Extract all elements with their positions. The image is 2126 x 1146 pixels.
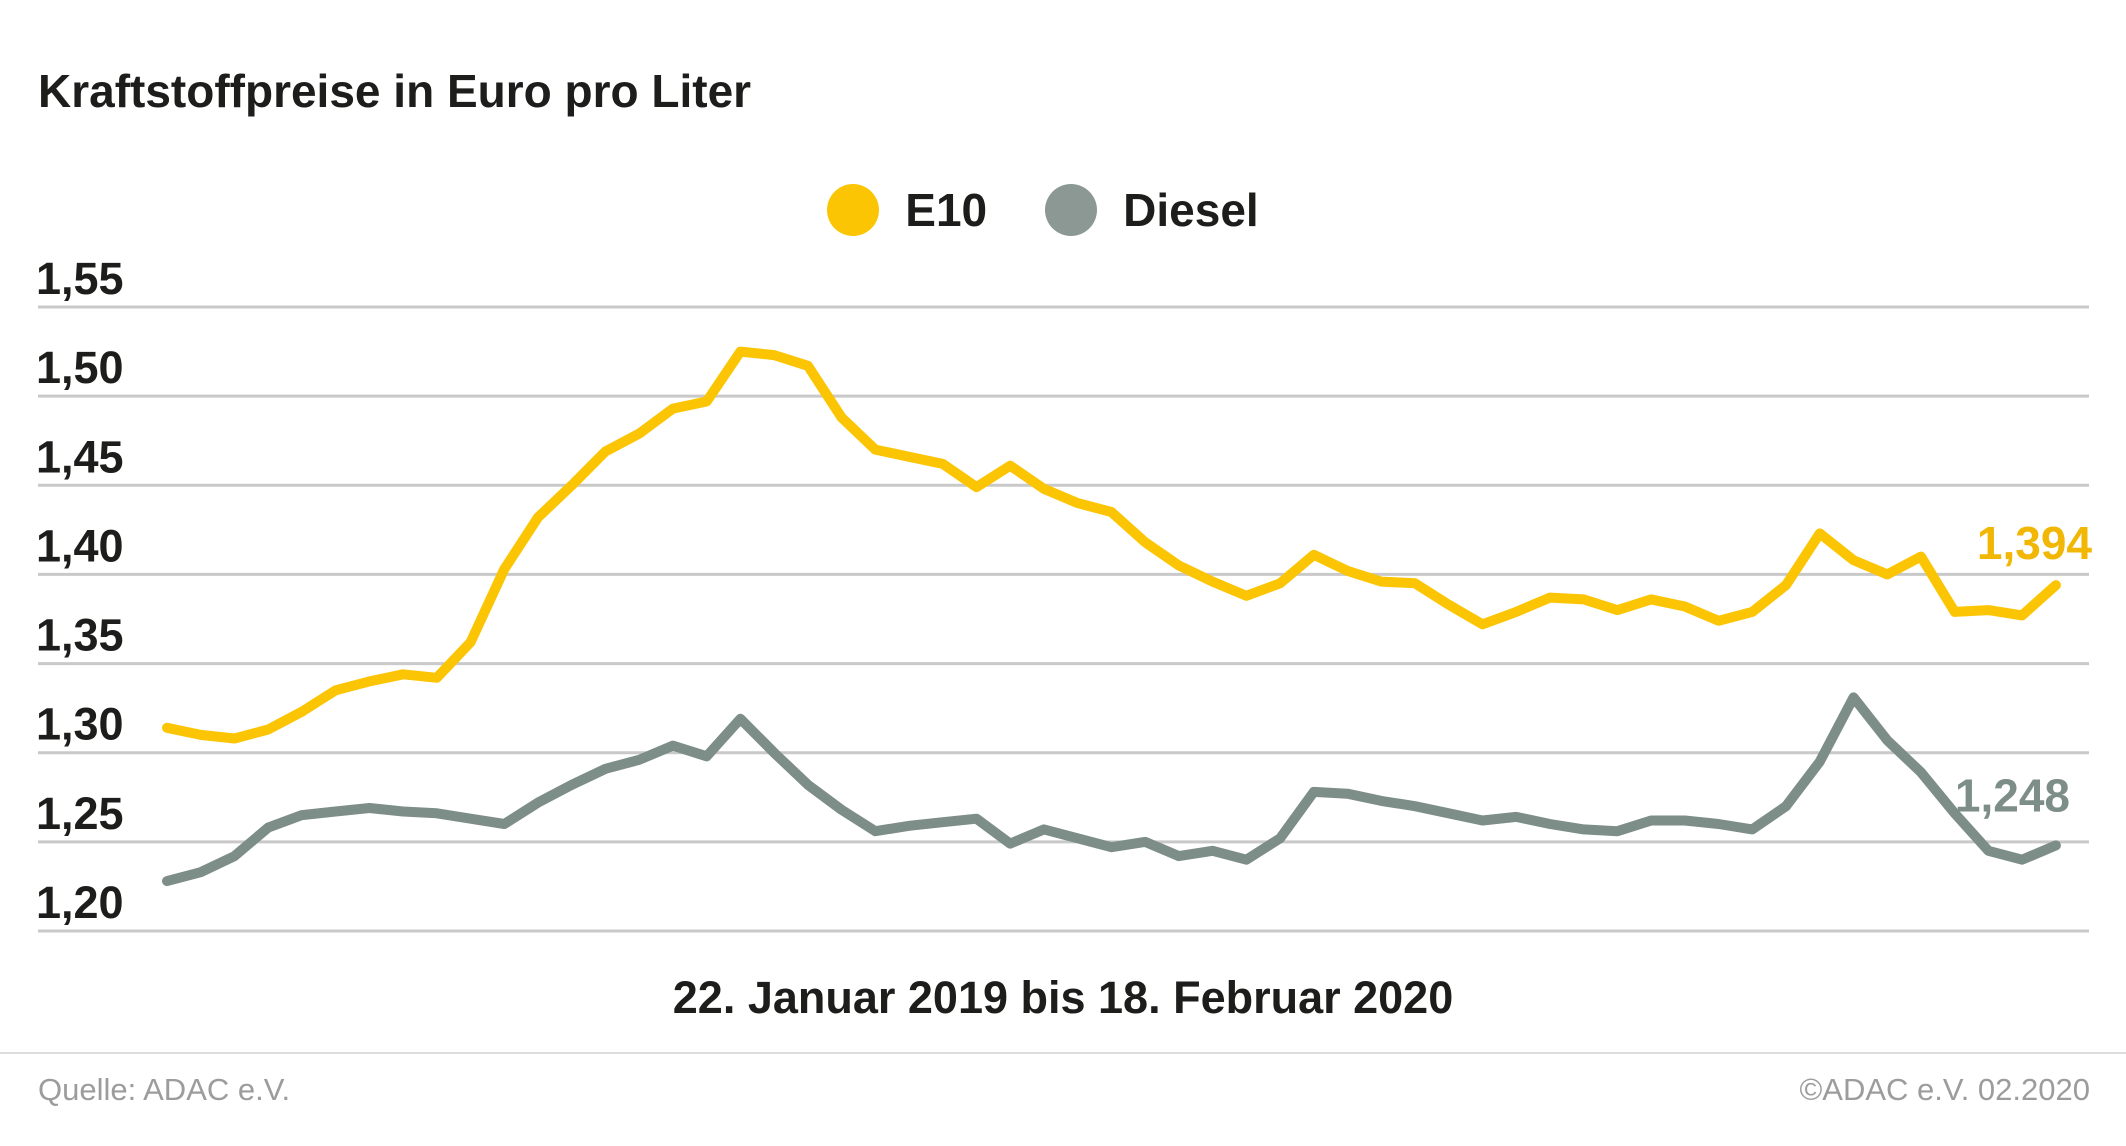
e10-dot-icon — [827, 184, 880, 236]
y-tick-label: 1,50 — [36, 342, 124, 393]
legend-item-diesel: Diesel — [1045, 184, 1259, 236]
y-tick-label: 1,40 — [36, 520, 124, 571]
footer-divider — [0, 1052, 2126, 1054]
legend-label-diesel: Diesel — [1123, 184, 1259, 236]
diesel-line — [162, 692, 2061, 887]
y-tick-label: 1,55 — [36, 253, 124, 304]
e10-line — [162, 346, 2061, 744]
e10-end-value: 1,394 — [1977, 517, 2093, 569]
copyright-note: ©ADAC e.V. 02.2020 — [1799, 1072, 2090, 1107]
y-tick-label: 1,35 — [36, 610, 124, 661]
diesel-dot-icon — [1045, 184, 1098, 236]
legend-item-e10: E10 — [827, 184, 987, 236]
x-axis-label: 22. Januar 2019 bis 18. Februar 2020 — [672, 972, 1454, 1023]
y-tick-label: 1,30 — [36, 699, 124, 750]
legend-label-e10: E10 — [905, 184, 988, 236]
legend: E10 Diesel — [0, 184, 2086, 236]
y-tick-label: 1,45 — [36, 431, 124, 482]
y-tick-label: 1,20 — [36, 877, 124, 928]
page-title: Kraftstoffpreise in Euro pro Liter — [38, 65, 752, 117]
y-tick-label: 1,25 — [36, 788, 124, 839]
source-note: Quelle: ADAC e.V. — [38, 1072, 291, 1107]
diesel-end-value: 1,248 — [1955, 769, 2070, 821]
